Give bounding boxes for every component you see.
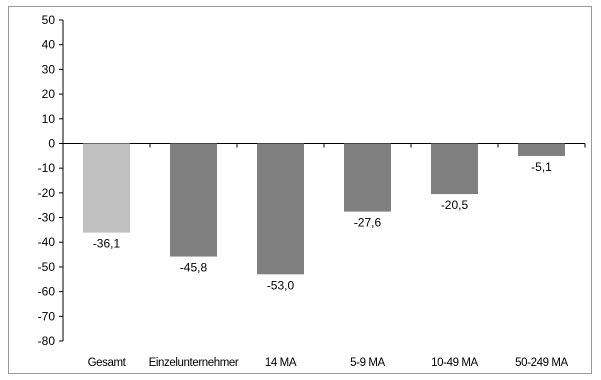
y-tick-label: -40	[38, 235, 56, 249]
y-axis: 50 40 30 20 10 0 -10 -20 -30 -40 -50 -60 -70 -80	[38, 13, 64, 348]
data-labels: -36,1 -45,8 -53,0 -27,6 -20,5 -5,1	[93, 160, 552, 292]
bar-14-ma	[257, 143, 304, 275]
y-tick-label: -20	[38, 186, 56, 200]
category-label: 10-49 MA	[431, 357, 478, 369]
y-tick-label: 20	[42, 87, 56, 101]
category-label: 50-249 MA	[515, 357, 568, 369]
y-tick-label: -80	[38, 334, 56, 348]
data-label: -5,1	[531, 160, 552, 174]
bar-einzelunternehmer	[170, 143, 217, 257]
data-label: -20,5	[441, 198, 469, 212]
category-label: Einzelunternehmer	[149, 357, 239, 369]
x-axis	[62, 142, 586, 148]
category-label: 14 MA	[265, 357, 297, 369]
y-tick-label: -30	[38, 211, 56, 225]
data-label: -45,8	[180, 261, 208, 275]
y-tick-label: 0	[48, 136, 55, 150]
data-label: -36,1	[93, 237, 121, 251]
category-label: Gesamt	[88, 357, 127, 369]
bar-10-49-ma	[431, 143, 478, 195]
y-tick-label: -10	[38, 161, 56, 175]
category-label: 5-9 MA	[350, 357, 385, 369]
data-label: -53,0	[267, 278, 295, 292]
y-tick-label: 40	[42, 38, 56, 52]
data-label: -27,6	[354, 216, 382, 230]
y-tick-label: -50	[38, 260, 56, 274]
bar-5-9-ma	[344, 143, 391, 212]
category-labels: Gesamt Einzelunternehmer 14 MA 5-9 MA 10-49 …	[88, 357, 569, 369]
y-tick-label: -70	[38, 309, 56, 323]
bar-gesamt	[83, 143, 130, 233]
y-tick-label: 30	[42, 62, 56, 76]
bar-50-249-ma	[518, 143, 565, 157]
y-tick-label: 10	[42, 112, 56, 126]
y-tick-label: -60	[38, 285, 56, 299]
y-tick-label: 50	[42, 13, 56, 27]
bars	[83, 143, 565, 275]
